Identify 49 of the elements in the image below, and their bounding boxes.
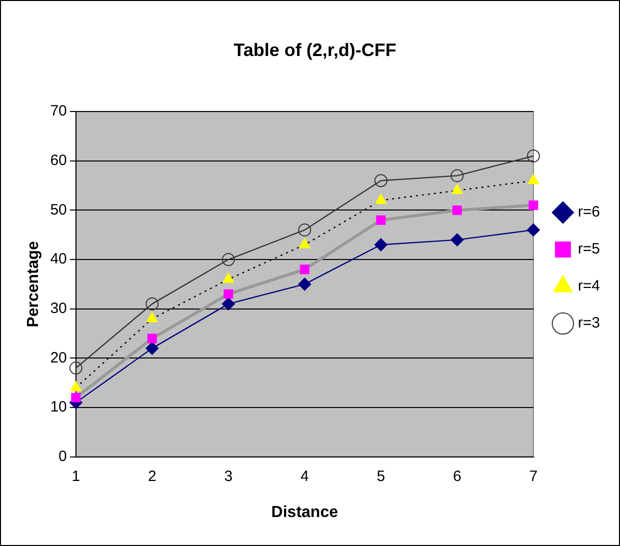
- chart-title: Table of (2,r,d)-CFF: [234, 40, 396, 60]
- point: [146, 312, 158, 322]
- x-tick-label: 3: [224, 468, 233, 485]
- point: [298, 223, 312, 236]
- y-tick-label: 60: [50, 152, 67, 170]
- point: [528, 174, 540, 184]
- point: [376, 215, 386, 225]
- point: [146, 342, 159, 355]
- y-tick-label: 40: [50, 250, 67, 268]
- point: [69, 362, 82, 375]
- y-tick-label: 30: [50, 300, 67, 317]
- legend-label: r=6: [578, 204, 600, 221]
- point: [374, 238, 388, 252]
- y-tick-label: 10: [50, 398, 67, 416]
- x-tick-label: 7: [529, 468, 538, 485]
- point: [452, 205, 462, 215]
- y-tick-label: 70: [50, 102, 67, 120]
- point: [451, 184, 463, 194]
- point: [222, 253, 235, 266]
- point: [526, 223, 540, 236]
- point: [526, 149, 540, 162]
- x-tick-label: 5: [376, 468, 386, 485]
- point: [374, 174, 388, 188]
- point: [300, 264, 310, 274]
- x-tick-label: 2: [148, 468, 156, 485]
- point: [222, 272, 234, 283]
- x-tick-label: 6: [452, 468, 462, 485]
- point: [450, 169, 464, 182]
- point: [528, 200, 538, 210]
- legend-label: r=4: [578, 278, 600, 295]
- point: [71, 392, 81, 402]
- x-axis-title: Distance: [271, 504, 338, 521]
- point: [298, 278, 312, 291]
- point: [147, 334, 157, 344]
- y-tick-label: 0: [58, 448, 67, 465]
- point: [224, 289, 234, 299]
- y-tick-label: 50: [50, 201, 67, 218]
- point: [375, 194, 387, 204]
- point: [146, 297, 159, 310]
- x-tick-label: 1: [72, 468, 80, 485]
- x-tick-label: 4: [300, 468, 309, 485]
- point: [450, 233, 464, 246]
- y-tick-label: 20: [50, 349, 67, 366]
- legend-label: r=5: [578, 240, 600, 258]
- y-axis-title: Percentage: [25, 240, 42, 328]
- legend-label: r=3: [578, 314, 600, 332]
- point: [222, 297, 235, 310]
- point: [70, 381, 82, 392]
- point: [298, 238, 310, 248]
